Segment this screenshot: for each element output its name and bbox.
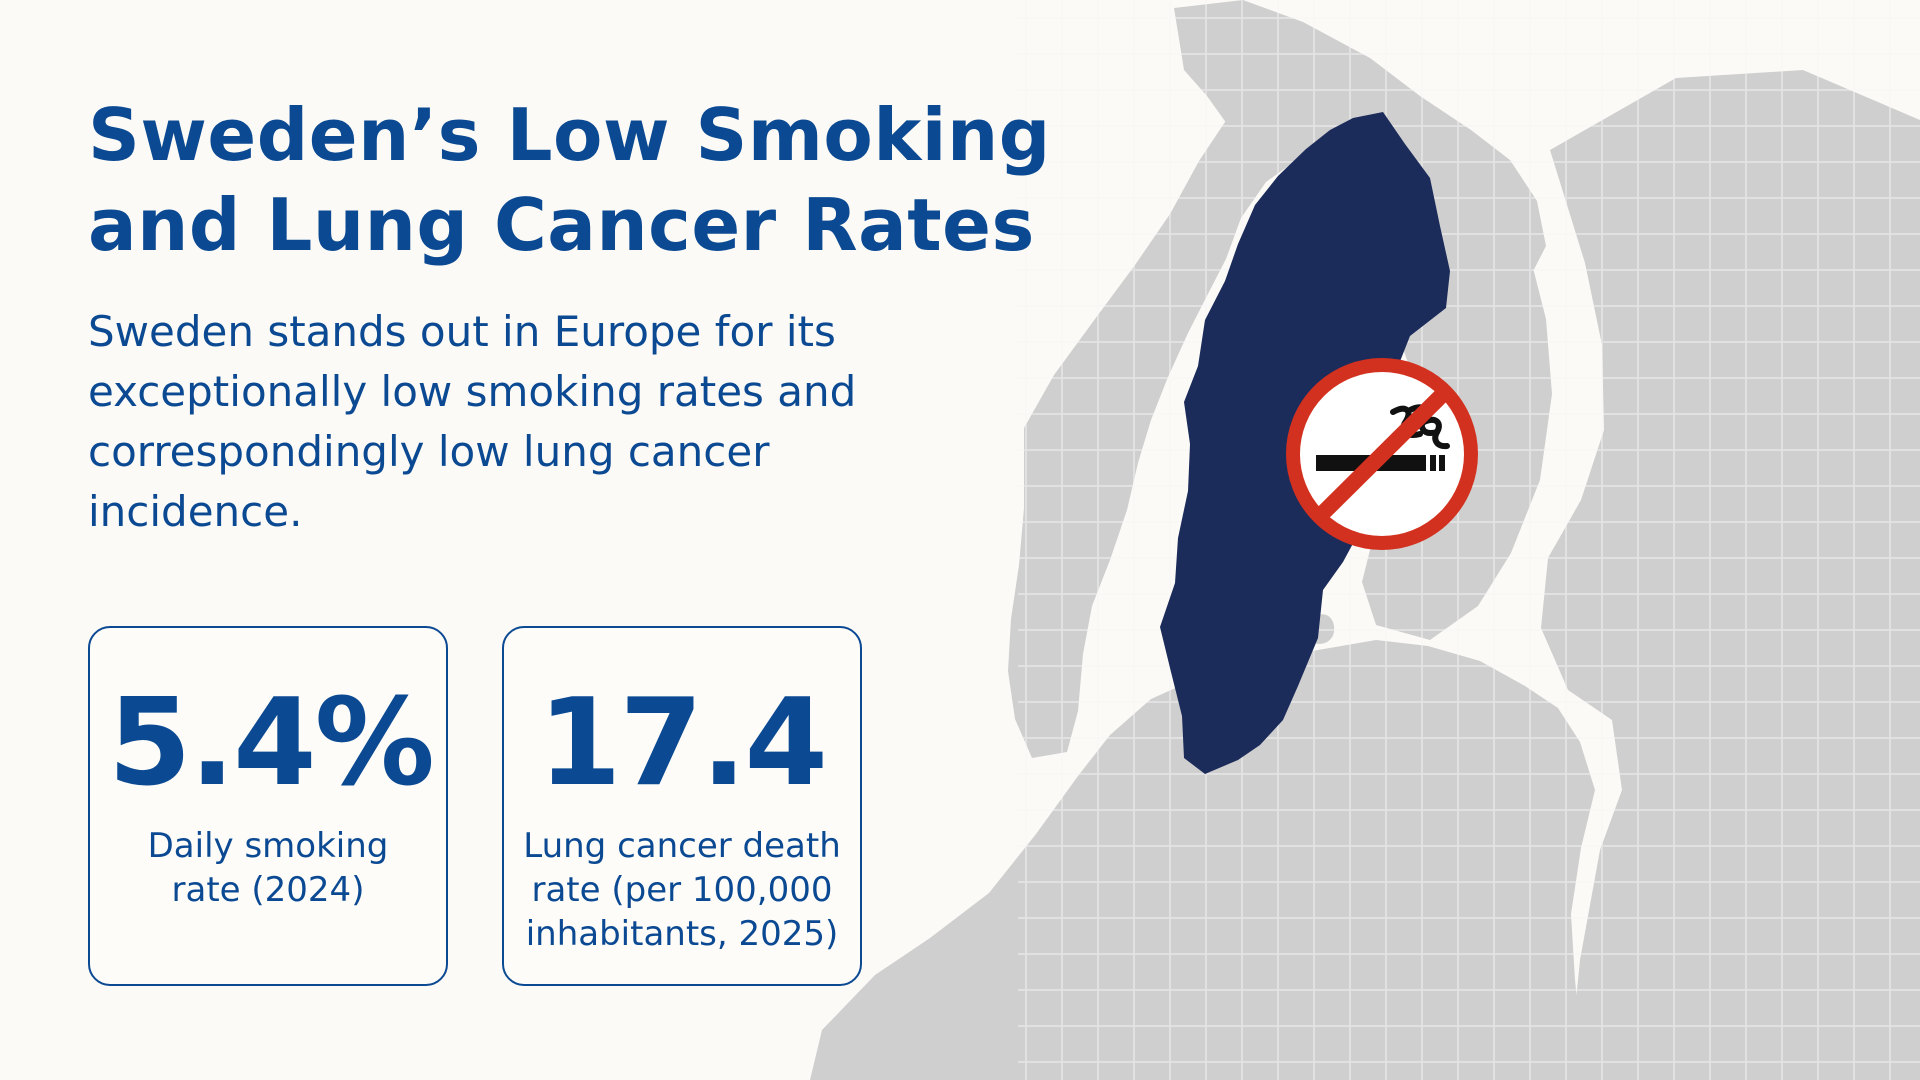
stat-card-smoking: 5.4% Daily smoking rate (2024) (88, 626, 448, 986)
stat-value-lung-cancer: 17.4 (537, 674, 828, 813)
stat-label-smoking: Daily smoking rate (2024) (147, 826, 389, 910)
stat-card-lung-cancer: 17.4 Lung cancer death rate (per 100,000… (502, 626, 862, 986)
page-title: Sweden’s Low Smoking and Lung Cancer Rat… (88, 93, 1051, 267)
stat-value-smoking: 5.4% (108, 674, 435, 813)
no-smoking-icon (1286, 358, 1478, 550)
stats-row: 5.4% Daily smoking rate (2024) 17.4 Lung… (88, 626, 862, 986)
hero-section: Sweden’s Low Smoking and Lung Cancer Rat… (88, 90, 1088, 542)
page-description: Sweden stands out in Europe for its exce… (88, 307, 857, 536)
no-smoking-symbol (1286, 358, 1478, 550)
stat-label-lung-cancer: Lung cancer death rate (per 100,000 inha… (523, 826, 841, 954)
